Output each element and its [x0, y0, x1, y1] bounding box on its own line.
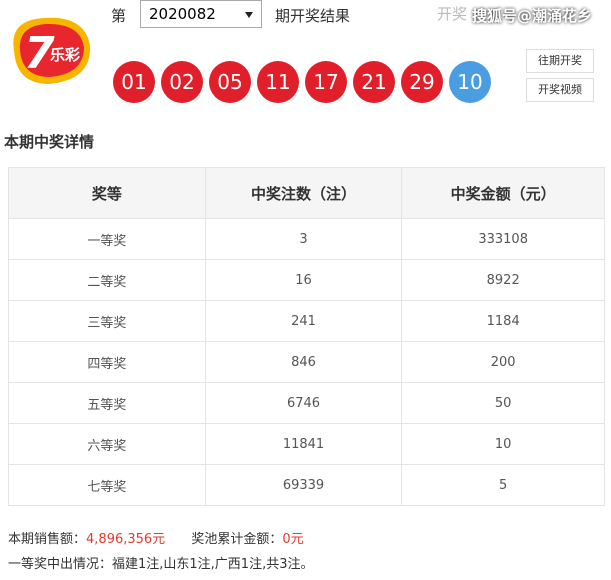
- table-cell: 50: [401, 382, 605, 424]
- sales-line: 本期销售额：4,896,356元 奖池累计金额：0元: [8, 528, 304, 547]
- prize-table: 奖等 中奖注数（注） 中奖金额（元） 一等奖 3 333108 二等奖 16 8922 三等奖 2…: [8, 167, 605, 506]
- table-cell: 一等奖: [8, 218, 206, 260]
- table-row: 三等奖 241 1184: [8, 300, 605, 342]
- table-row: 四等奖 846 200: [8, 341, 605, 383]
- red-ball: 02: [161, 61, 203, 103]
- table-cell: 七等奖: [8, 464, 206, 506]
- red-ball: 01: [113, 61, 155, 103]
- red-ball: 11: [257, 61, 299, 103]
- table-row: 六等奖 11841 10: [8, 423, 605, 465]
- pool-label: 奖池累计金额：: [191, 532, 283, 547]
- table-cell: 8922: [401, 259, 605, 301]
- logo: 7 乐彩: [13, 17, 91, 84]
- table-row: 二等奖 16 8922: [8, 259, 605, 301]
- table-cell: 200: [401, 341, 605, 383]
- table-cell: 10: [401, 423, 605, 465]
- history-button[interactable]: 往期开奖: [526, 49, 594, 73]
- table-cell: 1184: [401, 300, 605, 342]
- issue-select[interactable]: 2020082: [140, 0, 262, 28]
- sales-value: 4,896,356元: [86, 532, 166, 547]
- header-row: 奖等 中奖注数（注） 中奖金额（元）: [8, 167, 605, 219]
- video-button[interactable]: 开奖视频: [526, 78, 594, 102]
- table-cell: 5: [401, 464, 605, 506]
- date-label: 开奖: [437, 5, 468, 23]
- table-row: 一等奖 3 333108: [8, 218, 605, 260]
- sales-label: 本期销售额：: [8, 532, 87, 547]
- table-cell: 16: [204, 259, 403, 301]
- first-prize-info: 一等奖中出情况：福建1注,山东1注,广西1注,共3注。: [8, 557, 314, 572]
- logo-text: 乐彩: [50, 46, 80, 64]
- table-cell: 6746: [204, 382, 403, 424]
- logo-number: 7: [24, 28, 55, 79]
- table-cell: 69339: [204, 464, 403, 506]
- pool-value: 0元: [282, 532, 304, 547]
- red-ball: 05: [209, 61, 251, 103]
- table-row: 五等奖 6746 50: [8, 382, 605, 424]
- table-cell: 五等奖: [8, 382, 206, 424]
- table-cell: 11841: [204, 423, 403, 465]
- table-row: 七等奖 69339 5: [8, 464, 605, 506]
- column-header: 中奖金额（元）: [401, 167, 605, 219]
- table-cell: 846: [204, 341, 403, 383]
- table-cell: 二等奖: [8, 259, 206, 301]
- issue-prefix: 第: [111, 7, 127, 25]
- column-header: 奖等: [8, 167, 206, 219]
- section-title: 本期中奖详情: [4, 133, 95, 151]
- red-ball: 17: [305, 61, 347, 103]
- table-cell: 3: [204, 218, 403, 260]
- table-body: 一等奖 3 333108 二等奖 16 8922 三等奖 241 1184 四等奖 846 200 五等…: [8, 218, 605, 506]
- issue-suffix: 期开奖结果: [275, 7, 351, 25]
- watermark: 搜狐号@潮涌花乡: [472, 7, 593, 25]
- table-cell: 三等奖: [8, 300, 206, 342]
- table-cell: 333108: [401, 218, 605, 260]
- red-ball: 29: [401, 61, 443, 103]
- blue-ball: 10: [449, 61, 491, 103]
- table-cell: 四等奖: [8, 341, 206, 383]
- column-header: 中奖注数（注）: [204, 167, 403, 219]
- logo-inner: [19, 23, 84, 77]
- table-cell: 241: [204, 300, 403, 342]
- table-cell: 六等奖: [8, 423, 206, 465]
- red-ball: 21: [353, 61, 395, 103]
